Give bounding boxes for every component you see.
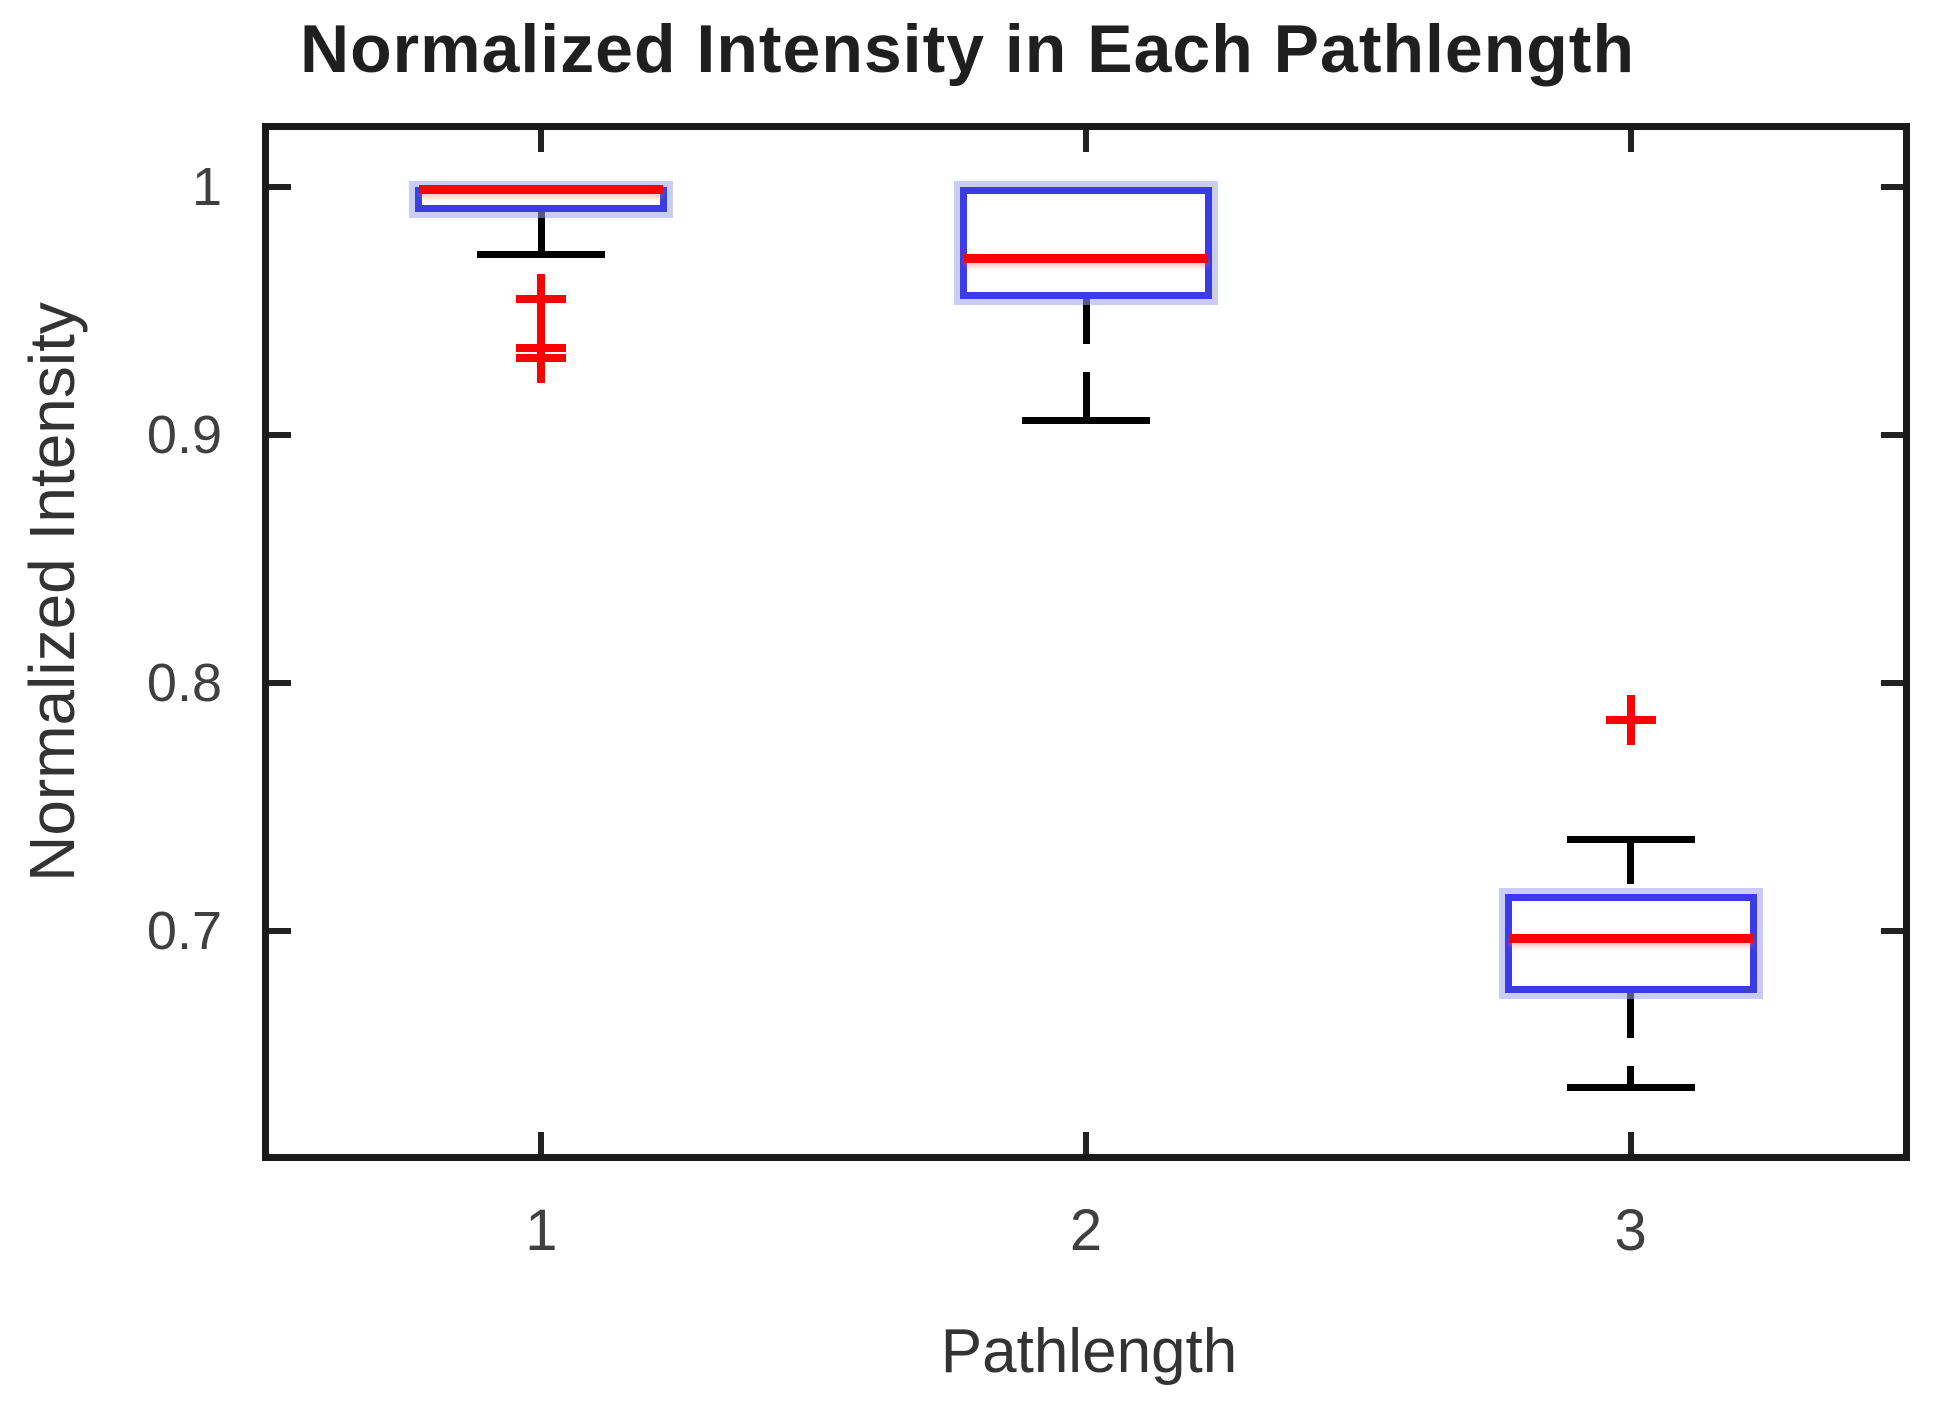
y-tick-label: 0.8 <box>146 652 222 713</box>
x-axis-label: Pathlength <box>940 1317 1238 1386</box>
x-axis-label-wrap: Pathlength <box>0 1316 1935 1387</box>
outlier-cross-vertical <box>537 333 546 384</box>
y-tick-label: 0.7 <box>146 900 222 961</box>
whisker-stem-low <box>537 211 545 254</box>
y-tick-left <box>269 431 291 438</box>
median-line <box>1508 933 1753 943</box>
y-tick-left <box>269 679 291 686</box>
whisker-cap-low <box>477 250 606 258</box>
box-2 <box>960 187 1212 299</box>
y-tick-label: 1 <box>191 157 222 218</box>
whisker-cap-low <box>1022 417 1150 425</box>
chart-title: Normalized Intensity in Each Pathlength <box>300 11 1635 87</box>
x-tick-top <box>538 130 545 152</box>
y-tick-right <box>1881 184 1903 191</box>
whisker-stem-low <box>1082 298 1090 421</box>
whisker-stem-low <box>1627 992 1635 1088</box>
x-tick-bottom <box>1627 1132 1634 1154</box>
y-tick-right <box>1881 927 1903 934</box>
outlier-marker <box>1605 695 1656 746</box>
x-tick-bottom <box>538 1132 545 1154</box>
outlier-cross-vertical <box>537 273 546 324</box>
box-3 <box>1504 893 1757 993</box>
x-tick-top <box>1083 130 1089 152</box>
outlier-marker <box>516 273 567 324</box>
median-line <box>419 185 664 194</box>
whisker-cap-low <box>1566 1084 1695 1092</box>
outlier-marker <box>516 333 567 384</box>
whisker-stem-high <box>1627 839 1635 894</box>
x-tick-label: 2 <box>1069 1198 1103 1263</box>
y-axis-label: Normalized Intensity <box>16 302 88 882</box>
whisker-cap-high <box>1566 836 1695 844</box>
y-tick-left <box>269 927 291 934</box>
x-tick-bottom <box>1083 1132 1089 1154</box>
x-tick-label: 3 <box>1614 1198 1647 1263</box>
outlier-cross-vertical <box>1626 695 1635 746</box>
x-tick-label: 1 <box>525 1198 558 1263</box>
y-tick-right <box>1881 679 1903 686</box>
y-tick-left <box>269 184 291 191</box>
y-tick-label: 0.9 <box>146 404 222 465</box>
median-line <box>964 254 1208 264</box>
x-tick-top <box>1627 130 1634 152</box>
plot-area <box>262 123 1910 1161</box>
y-tick-right <box>1881 431 1903 438</box>
